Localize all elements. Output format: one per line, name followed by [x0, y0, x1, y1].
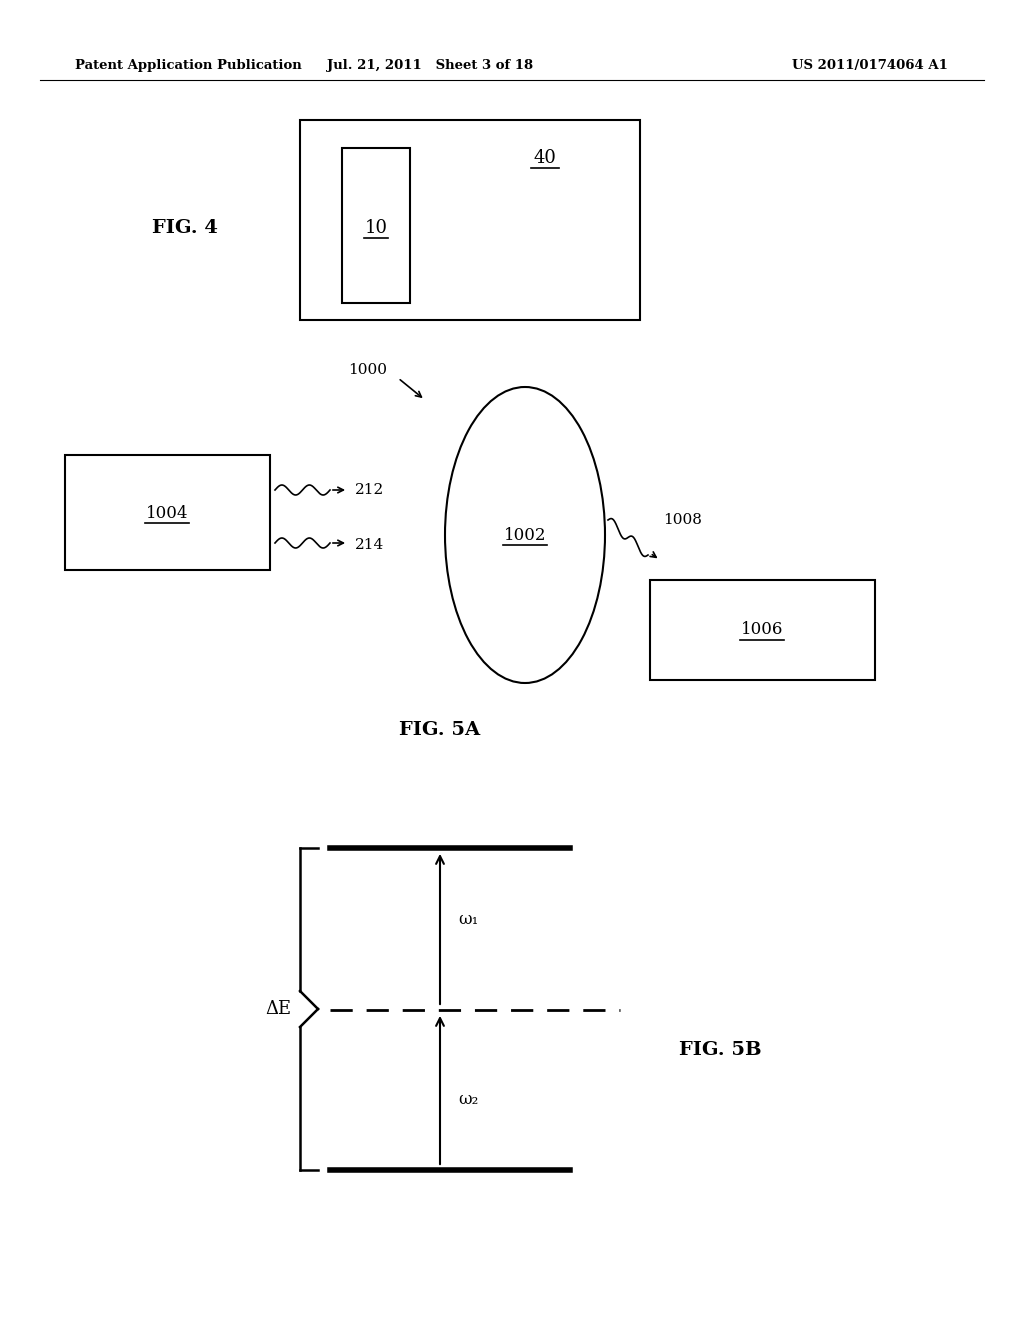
FancyBboxPatch shape — [342, 148, 410, 304]
Text: FIG. 5B: FIG. 5B — [679, 1041, 761, 1059]
Text: 214: 214 — [355, 539, 384, 552]
Text: US 2011/0174064 A1: US 2011/0174064 A1 — [792, 58, 948, 71]
Text: 10: 10 — [365, 219, 387, 238]
Text: ΔE: ΔE — [265, 1001, 291, 1018]
Text: 1006: 1006 — [740, 622, 783, 639]
FancyBboxPatch shape — [65, 455, 270, 570]
Text: FIG. 5A: FIG. 5A — [399, 721, 480, 739]
Text: ω₂: ω₂ — [458, 1092, 478, 1109]
Text: Jul. 21, 2011   Sheet 3 of 18: Jul. 21, 2011 Sheet 3 of 18 — [327, 58, 534, 71]
Text: Patent Application Publication: Patent Application Publication — [75, 58, 302, 71]
Text: ω₁: ω₁ — [458, 911, 478, 928]
Text: 1008: 1008 — [663, 513, 701, 527]
FancyBboxPatch shape — [650, 579, 874, 680]
Text: FIG. 4: FIG. 4 — [152, 219, 218, 238]
Text: 1002: 1002 — [504, 527, 546, 544]
Text: 1000: 1000 — [348, 363, 387, 378]
Text: 212: 212 — [355, 483, 384, 498]
Text: 40: 40 — [534, 149, 556, 168]
FancyBboxPatch shape — [300, 120, 640, 319]
Ellipse shape — [445, 387, 605, 682]
Text: 1004: 1004 — [145, 504, 188, 521]
